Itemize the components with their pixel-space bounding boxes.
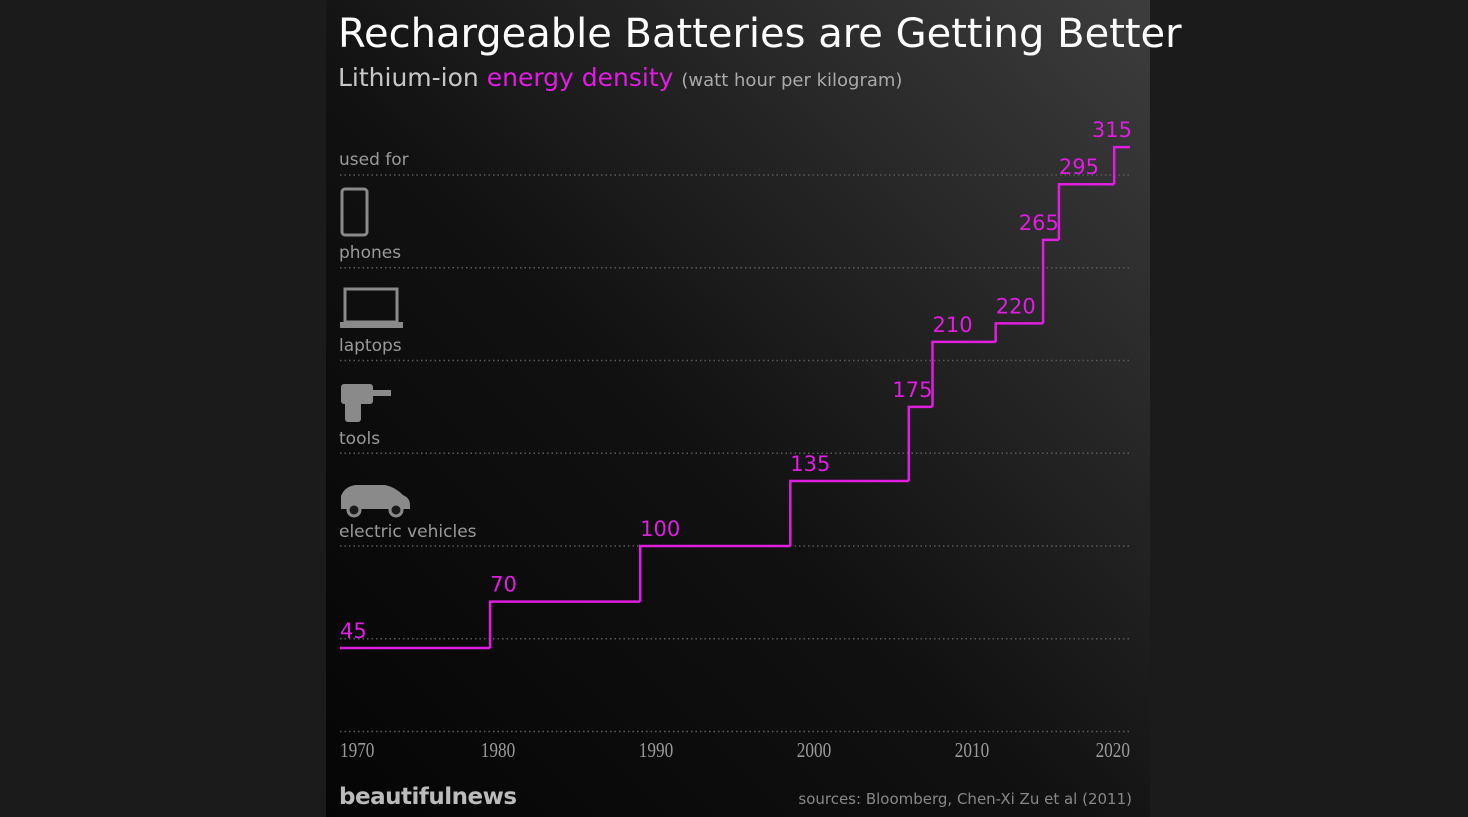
- use-label: laptops: [339, 336, 402, 356]
- x-tick-label: 1970: [340, 740, 374, 763]
- used-for-label: used for: [339, 150, 409, 170]
- value-label: 175: [892, 378, 932, 402]
- step-segment: [1112, 145, 1130, 185]
- brand: beautifulnews: [339, 784, 517, 810]
- use-label: tools: [339, 429, 380, 449]
- laptop-icon: [340, 287, 403, 328]
- step-segment: [789, 479, 909, 546]
- subtitle-lead: Lithium-ion: [338, 63, 479, 92]
- panel: [326, 0, 1150, 817]
- subtitle-unit: (watt hour per kilogram): [681, 70, 902, 91]
- step-segment: [907, 405, 933, 482]
- step-segment: [638, 544, 791, 602]
- phone-icon: [340, 187, 369, 237]
- chart-subtitle: Lithium-ion energy density (watt hour pe…: [338, 63, 902, 92]
- car-icon: [341, 485, 410, 518]
- source: sources: Bloomberg, Chen-Xi Zu et al (20…: [798, 790, 1132, 808]
- x-tick-label: 1980: [481, 740, 515, 763]
- value-label: 220: [996, 294, 1036, 318]
- value-label: 135: [790, 452, 830, 476]
- value-label: 45: [340, 619, 367, 643]
- use-label: electric vehicles: [339, 522, 477, 542]
- step-segment: [1041, 238, 1059, 324]
- x-tick-label: 1990: [639, 740, 673, 763]
- drill-icon: [341, 384, 391, 422]
- value-label: 210: [933, 313, 973, 337]
- step-segment: [488, 600, 641, 649]
- step-segment: [931, 340, 996, 407]
- x-tick-label: 2010: [955, 740, 989, 763]
- step-segment: [994, 322, 1044, 342]
- subtitle-highlight: energy density: [487, 63, 674, 92]
- x-tick-label: 2000: [797, 740, 831, 763]
- value-label: 315: [1092, 118, 1132, 142]
- value-label: 70: [490, 573, 517, 597]
- value-label: 265: [1019, 211, 1059, 235]
- value-label: 100: [640, 517, 680, 541]
- x-tick-label: 2020: [1096, 740, 1130, 763]
- value-label: 295: [1059, 155, 1099, 179]
- use-label: phones: [339, 243, 401, 263]
- chart-title: Rechargeable Batteries are Getting Bette…: [338, 11, 1182, 57]
- step-segment: [1057, 182, 1115, 240]
